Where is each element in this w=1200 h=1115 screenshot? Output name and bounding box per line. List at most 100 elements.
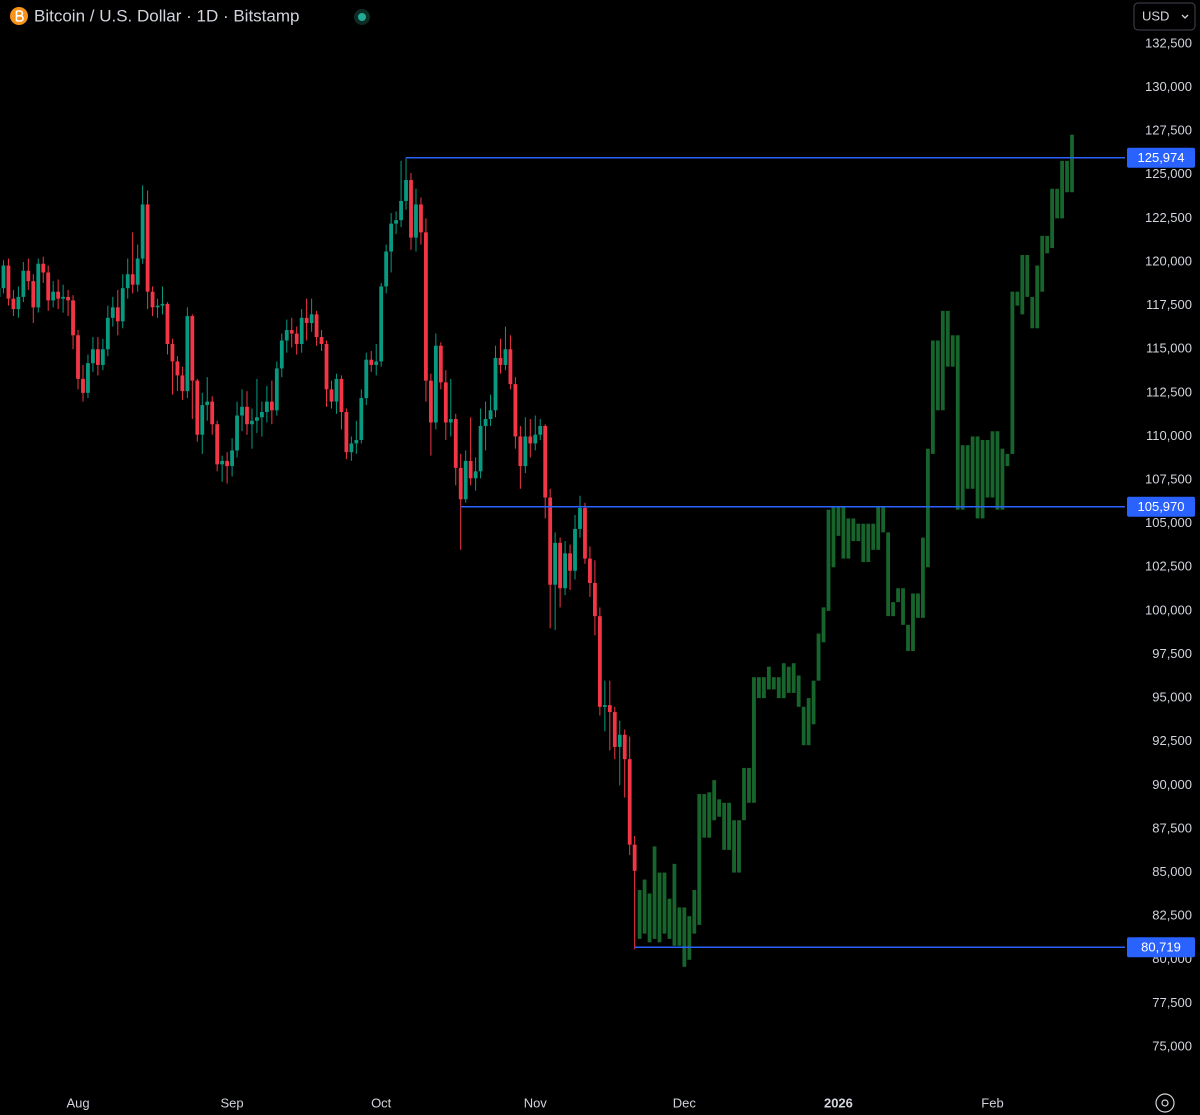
projection-bar xyxy=(1020,255,1025,315)
candle-body xyxy=(513,384,518,437)
projection-bar xyxy=(1050,188,1055,249)
candle-body xyxy=(558,542,563,589)
currency-label[interactable]: USD xyxy=(1142,8,1169,23)
projection-bar xyxy=(806,698,811,746)
candle-body xyxy=(230,450,234,467)
projection-bar xyxy=(692,890,697,934)
projection-bar xyxy=(975,436,980,519)
candle-body xyxy=(165,303,170,345)
candle-body xyxy=(364,359,369,399)
candle-body xyxy=(329,389,334,402)
y-tick-label: 127,500 xyxy=(1145,123,1192,138)
projection-bar xyxy=(876,506,881,550)
candle-body xyxy=(578,507,582,529)
candle-body xyxy=(220,460,225,465)
candle-body xyxy=(66,296,70,301)
projection-bar xyxy=(801,706,806,746)
candle-body xyxy=(175,361,180,376)
projection-bar xyxy=(652,846,657,939)
projection-bar xyxy=(871,523,876,550)
candle-body xyxy=(41,263,46,273)
candle-body xyxy=(428,380,433,423)
candle-body xyxy=(369,359,374,365)
candle-body xyxy=(140,204,145,259)
projection-bar xyxy=(940,310,945,411)
projection-bar xyxy=(761,677,766,699)
projection-bar xyxy=(757,677,761,699)
currency-button-frame[interactable] xyxy=(1133,2,1196,31)
settings-button[interactable] xyxy=(1155,1093,1175,1113)
projection-bar xyxy=(667,898,672,939)
projection-bar xyxy=(990,431,995,498)
y-tick-label: 120,000 xyxy=(1145,253,1192,268)
candle-body xyxy=(76,335,80,379)
candle-body xyxy=(150,291,155,308)
candle-body xyxy=(488,410,493,420)
settings-ring[interactable] xyxy=(1155,1093,1175,1113)
x-tick-label: Aug xyxy=(66,1095,89,1110)
candle-body xyxy=(160,303,165,306)
candle-body xyxy=(190,316,195,381)
y-tick-label: 97,500 xyxy=(1152,646,1192,661)
projection-bar xyxy=(911,593,915,652)
candle-body xyxy=(498,357,503,365)
candle-body xyxy=(583,507,587,559)
projection-bar xyxy=(796,675,801,707)
candle-body xyxy=(508,349,513,385)
projection-bar xyxy=(896,588,900,603)
candle-body xyxy=(91,349,95,364)
projection-bar xyxy=(781,663,786,699)
candle-body xyxy=(56,291,61,299)
candle-body xyxy=(110,307,115,318)
y-tick-label: 105,000 xyxy=(1145,515,1192,530)
projection-bar xyxy=(672,863,677,946)
y-tick-label: 115,000 xyxy=(1146,341,1192,356)
candle-body xyxy=(71,300,75,336)
candle-body xyxy=(568,553,572,571)
y-tick-label: 92,500 xyxy=(1152,733,1192,748)
projection-bar xyxy=(816,633,821,681)
candle-body xyxy=(235,415,239,451)
projection-bar xyxy=(846,518,851,559)
candle-body xyxy=(359,398,364,440)
candle-body xyxy=(200,405,205,435)
projection-bar xyxy=(732,820,736,873)
candle-body xyxy=(424,232,428,381)
projection-bar xyxy=(1000,448,1005,510)
candle-body xyxy=(245,406,249,425)
projection-bar xyxy=(891,602,895,617)
candle-body xyxy=(289,330,294,334)
settings-core[interactable] xyxy=(1161,1099,1169,1107)
y-tick-label: 95,000 xyxy=(1152,690,1192,705)
candle-body xyxy=(240,406,244,416)
y-tick-label: 77,500 xyxy=(1152,995,1192,1010)
projection-bar xyxy=(901,588,905,625)
y-tick-label: 112,500 xyxy=(1146,384,1192,399)
currency-button[interactable]: USD xyxy=(1133,2,1196,31)
candle-body xyxy=(538,425,543,435)
symbol-icon xyxy=(10,7,28,25)
candle-body xyxy=(632,844,637,871)
candle-body xyxy=(573,528,577,571)
price-label: 125,974 xyxy=(1138,150,1185,165)
projection-bar xyxy=(1060,160,1064,219)
candle-body xyxy=(394,220,398,224)
y-tick-label: 125,000 xyxy=(1145,166,1192,181)
projection-bar xyxy=(771,677,776,690)
projection-bar xyxy=(1040,235,1045,292)
projection-bar xyxy=(995,431,1000,510)
candle-body xyxy=(180,375,185,392)
candle-body xyxy=(468,460,473,479)
chevron[interactable] xyxy=(1181,14,1189,19)
candle-body xyxy=(21,270,26,297)
candle-body xyxy=(264,401,269,413)
price-label-box xyxy=(1127,937,1195,958)
projection-bar xyxy=(985,439,990,498)
candle-body xyxy=(319,337,324,345)
bitcoin-glyph xyxy=(15,10,24,22)
candle-body xyxy=(473,471,478,479)
candle-body xyxy=(622,734,627,760)
candle-body xyxy=(225,460,230,467)
candle-body xyxy=(195,380,200,435)
